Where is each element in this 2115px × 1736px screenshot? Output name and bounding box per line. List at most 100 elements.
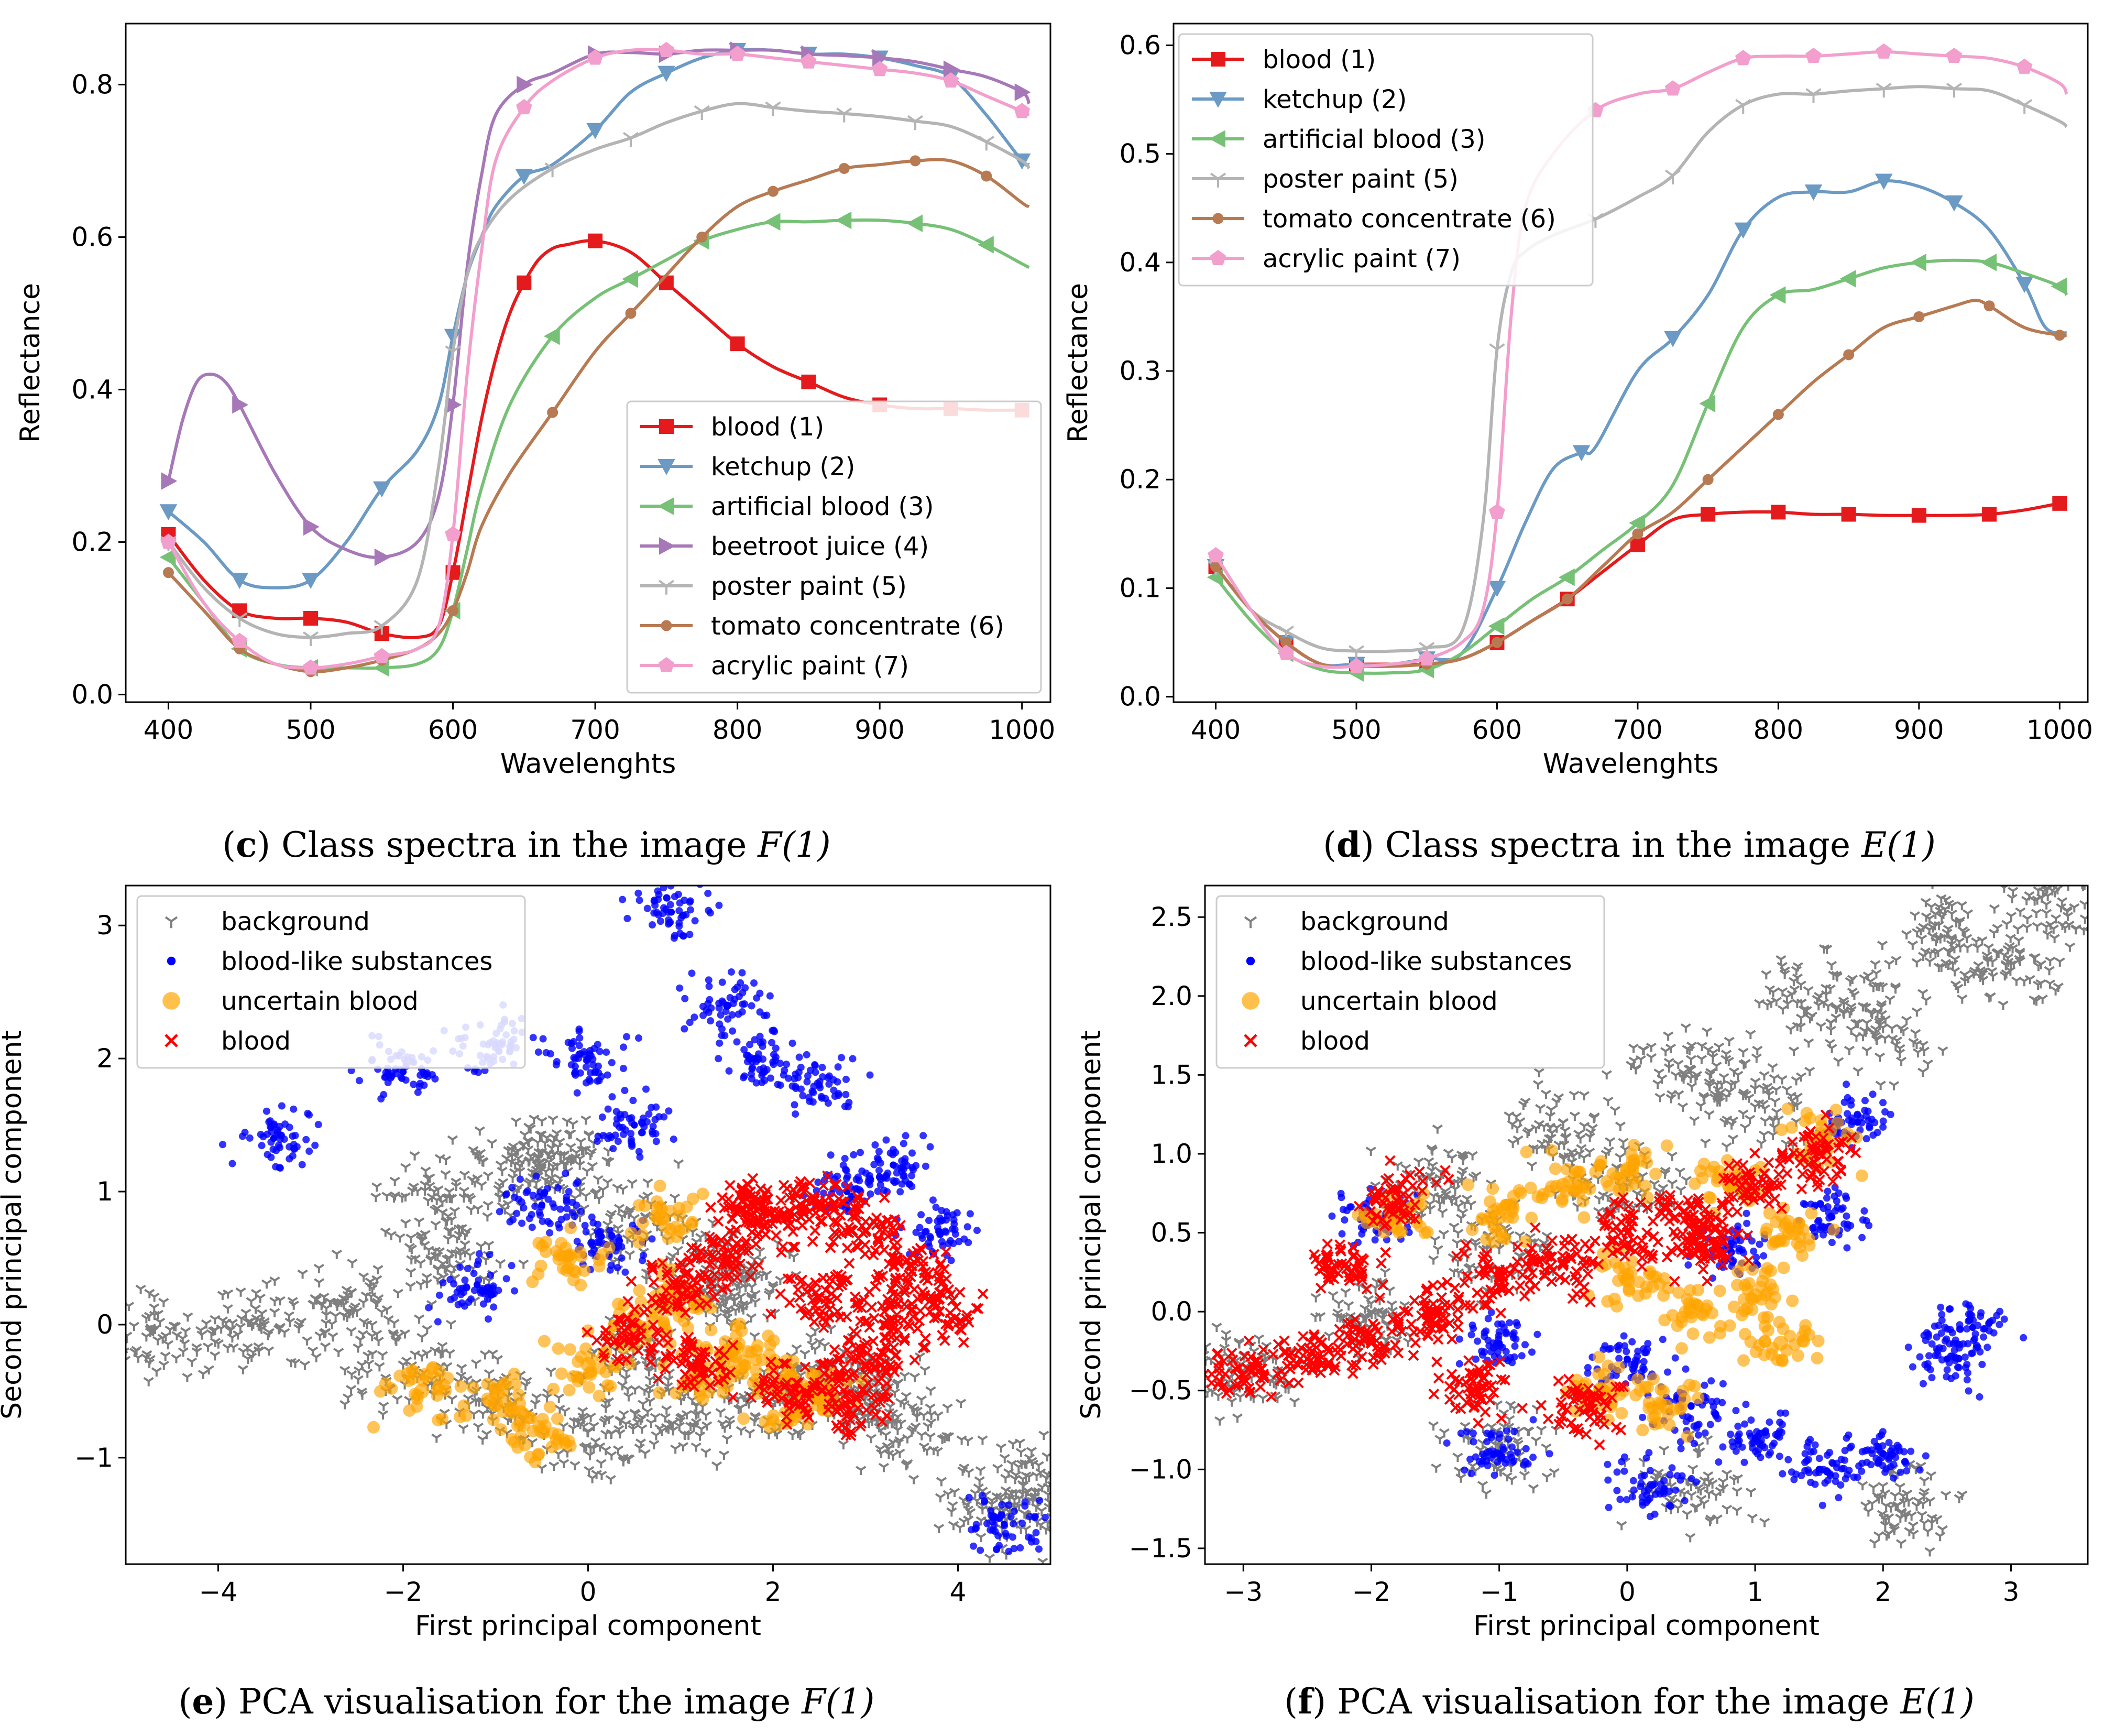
scatter-point <box>538 1335 551 1348</box>
scatter-point <box>717 1271 729 1282</box>
scatter-point <box>1768 1116 1779 1126</box>
scatter-point <box>860 1224 872 1236</box>
scatter-point <box>900 1165 907 1173</box>
scatter-point <box>314 1121 322 1129</box>
scatter-point <box>1667 1179 1678 1189</box>
scatter-point <box>818 1368 830 1379</box>
scatter-point <box>628 1422 639 1431</box>
scatter-point <box>1328 1291 1339 1301</box>
scatter-point <box>620 1420 631 1429</box>
marker-triangle-right <box>374 548 391 566</box>
marker-triangle-down <box>1664 331 1682 347</box>
scatter-point <box>919 1290 930 1301</box>
scatter-point <box>1713 1042 1725 1052</box>
scatter-point <box>852 1297 863 1309</box>
scatter-point <box>775 1288 786 1300</box>
scatter-point <box>623 914 631 922</box>
scatter-point <box>392 1289 403 1298</box>
scatter-point <box>507 1173 518 1183</box>
scatter-point <box>147 1326 158 1336</box>
scatter-point <box>2100 910 2109 918</box>
scatter-point <box>806 1284 818 1295</box>
scatter-point <box>765 1308 776 1319</box>
scatter-point <box>841 1311 852 1323</box>
scatter-point <box>727 1339 739 1351</box>
scatter-point <box>918 1231 926 1239</box>
marker-square <box>1841 507 1856 522</box>
scatter-point <box>1962 909 1974 919</box>
scatter-point <box>736 1292 747 1302</box>
scatter-point <box>356 1388 367 1397</box>
scatter-point <box>824 1295 836 1306</box>
scatter-point <box>1702 1027 1713 1037</box>
scatter-point <box>551 1412 564 1425</box>
scatter-point <box>1506 1475 1517 1485</box>
scatter-point <box>1036 1506 1047 1516</box>
scatter-point <box>814 1378 826 1389</box>
scatter-point <box>291 1132 299 1140</box>
scatter-point <box>1804 1014 1816 1024</box>
scatter-point <box>619 1065 627 1073</box>
scatter-point <box>715 1055 722 1063</box>
scatter-point <box>529 1115 540 1124</box>
scatter-point <box>1660 1047 1671 1056</box>
scatter-point <box>622 1313 633 1324</box>
scatter-point <box>668 1355 680 1366</box>
scatter-point <box>816 1359 827 1371</box>
scatter-point <box>754 1247 765 1257</box>
scatter-point <box>894 1448 905 1458</box>
scatter-point <box>868 1335 879 1347</box>
scatter-point <box>602 1048 610 1056</box>
marker-square <box>303 610 318 626</box>
scatter-point <box>1707 1049 1718 1058</box>
scatter-point <box>1724 1036 1735 1046</box>
scatter-point <box>371 1329 382 1339</box>
scatter-point <box>1518 1100 1529 1110</box>
scatter-point <box>635 1148 643 1155</box>
scatter-point <box>1056 1492 1066 1501</box>
scatter-point <box>1392 1161 1403 1171</box>
scatter-point <box>2091 898 2101 907</box>
legend-item: ketchup (2) <box>640 452 855 482</box>
scatter-point <box>604 1105 612 1113</box>
y-tick-label: 0 <box>96 1309 113 1340</box>
scatter-point <box>880 1365 892 1376</box>
y-axis-label: Reflectance <box>15 283 46 443</box>
scatter-point <box>1674 1167 1685 1177</box>
scatter-point <box>810 1326 821 1336</box>
scatter-point <box>1579 1122 1590 1131</box>
scatter-point <box>651 1431 662 1440</box>
scatter-point <box>716 1020 724 1028</box>
scatter-point <box>908 1149 916 1157</box>
scatter-point <box>850 1211 861 1222</box>
scatter-point <box>1987 967 1998 977</box>
scatter-point <box>568 1198 576 1206</box>
marker-triangle-left <box>1488 617 1505 635</box>
scatter-point <box>358 1298 369 1308</box>
scatter-point <box>648 921 656 929</box>
scatter-point <box>1870 960 1881 969</box>
x-tick-label: 600 <box>428 715 478 745</box>
scatter-point <box>1428 1421 1439 1431</box>
scatter-point <box>1589 1112 1600 1122</box>
scatter-point <box>1877 941 1888 950</box>
scatter-point <box>2038 872 2047 880</box>
scatter-point <box>182 1372 193 1382</box>
scatter-point <box>767 1074 775 1082</box>
scatter-point <box>731 1272 743 1283</box>
scatter-point <box>1569 1111 1580 1121</box>
scatter-point <box>2041 909 2052 919</box>
scatter-point <box>574 1161 585 1170</box>
scatter-point <box>1815 1022 1826 1032</box>
scatter-point <box>681 1321 694 1334</box>
scatter-point <box>585 1444 596 1454</box>
scatter-point <box>410 1080 418 1088</box>
marker-triangle-down <box>1804 184 1823 201</box>
scatter-point <box>976 1533 987 1543</box>
scatter-point <box>691 1442 702 1452</box>
scatter-point <box>701 1298 713 1309</box>
scatter-point <box>567 1273 580 1286</box>
scatter-point <box>1531 1145 1542 1154</box>
scatter-point <box>1681 1176 1692 1185</box>
scatter-point <box>518 1219 526 1227</box>
